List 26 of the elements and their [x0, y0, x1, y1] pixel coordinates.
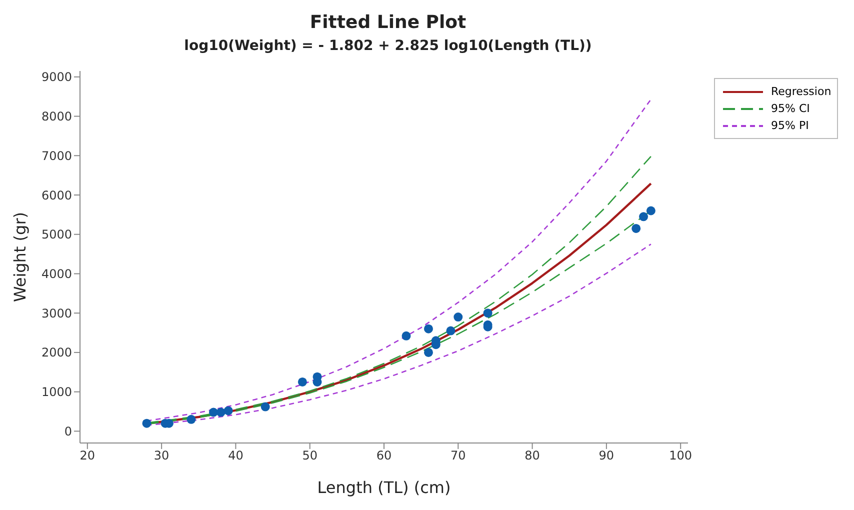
legend-label: 95% CI [771, 102, 810, 115]
x-tick-label: 100 [669, 448, 692, 463]
chart-subtitle: log10(Weight) = - 1.802 + 2.825 log10(Length (TL)) [183, 38, 593, 54]
x-tick-label: 80 [524, 448, 540, 463]
y-tick-label: 9000 [41, 70, 72, 84]
x-tick-label: 40 [228, 448, 244, 463]
y-tick-label: 6000 [41, 188, 72, 202]
y-tick-label: 7000 [41, 148, 72, 163]
y-tick-label: 4000 [41, 266, 72, 281]
x-tick-label: 70 [450, 448, 466, 463]
x-tick-label: 20 [80, 448, 96, 463]
x-tick-label: 60 [376, 448, 392, 463]
y-tick-label: 2000 [41, 346, 72, 360]
x-tick-label: 50 [302, 448, 318, 463]
y-tick-label: 1000 [41, 385, 72, 400]
y-axis-title: Weight (gr) [10, 212, 30, 302]
y-tick-label: 5000 [41, 228, 72, 242]
y-tick-label: 0 [64, 424, 72, 438]
x-tick-label: 30 [154, 448, 170, 463]
legend-label: Regression [771, 85, 832, 98]
legend-label: 95% PI [771, 119, 809, 132]
x-tick-label: 90 [598, 448, 614, 463]
y-tick-label: 8000 [41, 110, 72, 124]
y-tick-label: 3000 [41, 306, 72, 320]
x-axis-title: Length (TL) (cm) [317, 478, 451, 497]
chart-title: Fitted Line Plot [308, 12, 468, 33]
